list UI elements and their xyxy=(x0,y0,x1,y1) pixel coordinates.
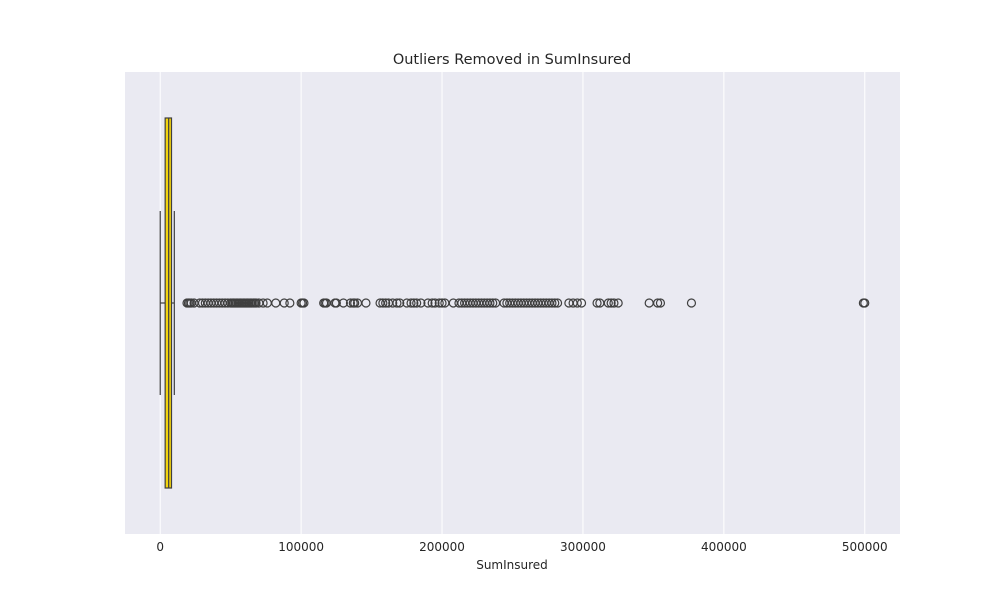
outlier-point xyxy=(423,298,433,308)
outlier-point xyxy=(251,298,261,308)
x-tick-label: 200000 xyxy=(419,540,465,554)
outlier-point xyxy=(378,298,388,308)
outlier-point xyxy=(485,298,495,308)
x-tick-label: 0 xyxy=(156,540,164,554)
outlier-point xyxy=(437,298,447,308)
outlier-points xyxy=(182,298,870,308)
outlier-point xyxy=(381,298,391,308)
x-tick-label: 500000 xyxy=(842,540,888,554)
outlier-point xyxy=(613,298,623,308)
outlier-point xyxy=(860,298,870,308)
x-tick-label: 400000 xyxy=(701,540,747,554)
x-tick-label: 300000 xyxy=(560,540,606,554)
outlier-point xyxy=(299,298,309,308)
outlier-point xyxy=(412,298,422,308)
outlier-point xyxy=(572,298,582,308)
outlier-point xyxy=(409,298,419,308)
outlier-point xyxy=(279,298,289,308)
outlier-point xyxy=(576,298,587,308)
outlier-point xyxy=(338,298,349,308)
outlier-point xyxy=(331,298,341,308)
outlier-point xyxy=(603,298,613,308)
outlier-point xyxy=(434,298,444,308)
chart-title: Outliers Removed in SumInsured xyxy=(393,52,631,68)
outlier-point xyxy=(388,298,398,308)
outlier-point xyxy=(552,298,563,308)
outlier-point xyxy=(655,298,666,308)
outlier-point xyxy=(416,298,426,308)
outlier-point xyxy=(427,298,437,308)
outlier-point xyxy=(345,298,356,308)
outlier-point xyxy=(592,298,602,308)
box-group xyxy=(159,117,175,489)
outlier-point xyxy=(653,298,663,308)
outlier-point xyxy=(395,298,405,308)
outlier-point xyxy=(350,298,360,308)
outlier-point xyxy=(609,298,619,308)
x-axis-label: SumInsured xyxy=(476,558,548,572)
outlier-point xyxy=(488,298,498,308)
outlier-point xyxy=(392,298,402,308)
x-tick-labels: 0 100000 200000 300000 400000 500000 xyxy=(156,540,887,554)
outlier-point xyxy=(361,298,371,308)
outlier-point xyxy=(430,298,440,308)
outlier-point xyxy=(686,298,697,308)
x-tick-label: 100000 xyxy=(278,540,324,554)
outlier-point xyxy=(406,298,416,308)
outlier-point xyxy=(606,298,616,308)
outlier-point xyxy=(547,298,557,308)
outlier-point xyxy=(550,298,560,308)
outlier-point xyxy=(285,298,295,308)
outlier-point xyxy=(402,298,412,308)
outlier-point xyxy=(258,298,268,308)
